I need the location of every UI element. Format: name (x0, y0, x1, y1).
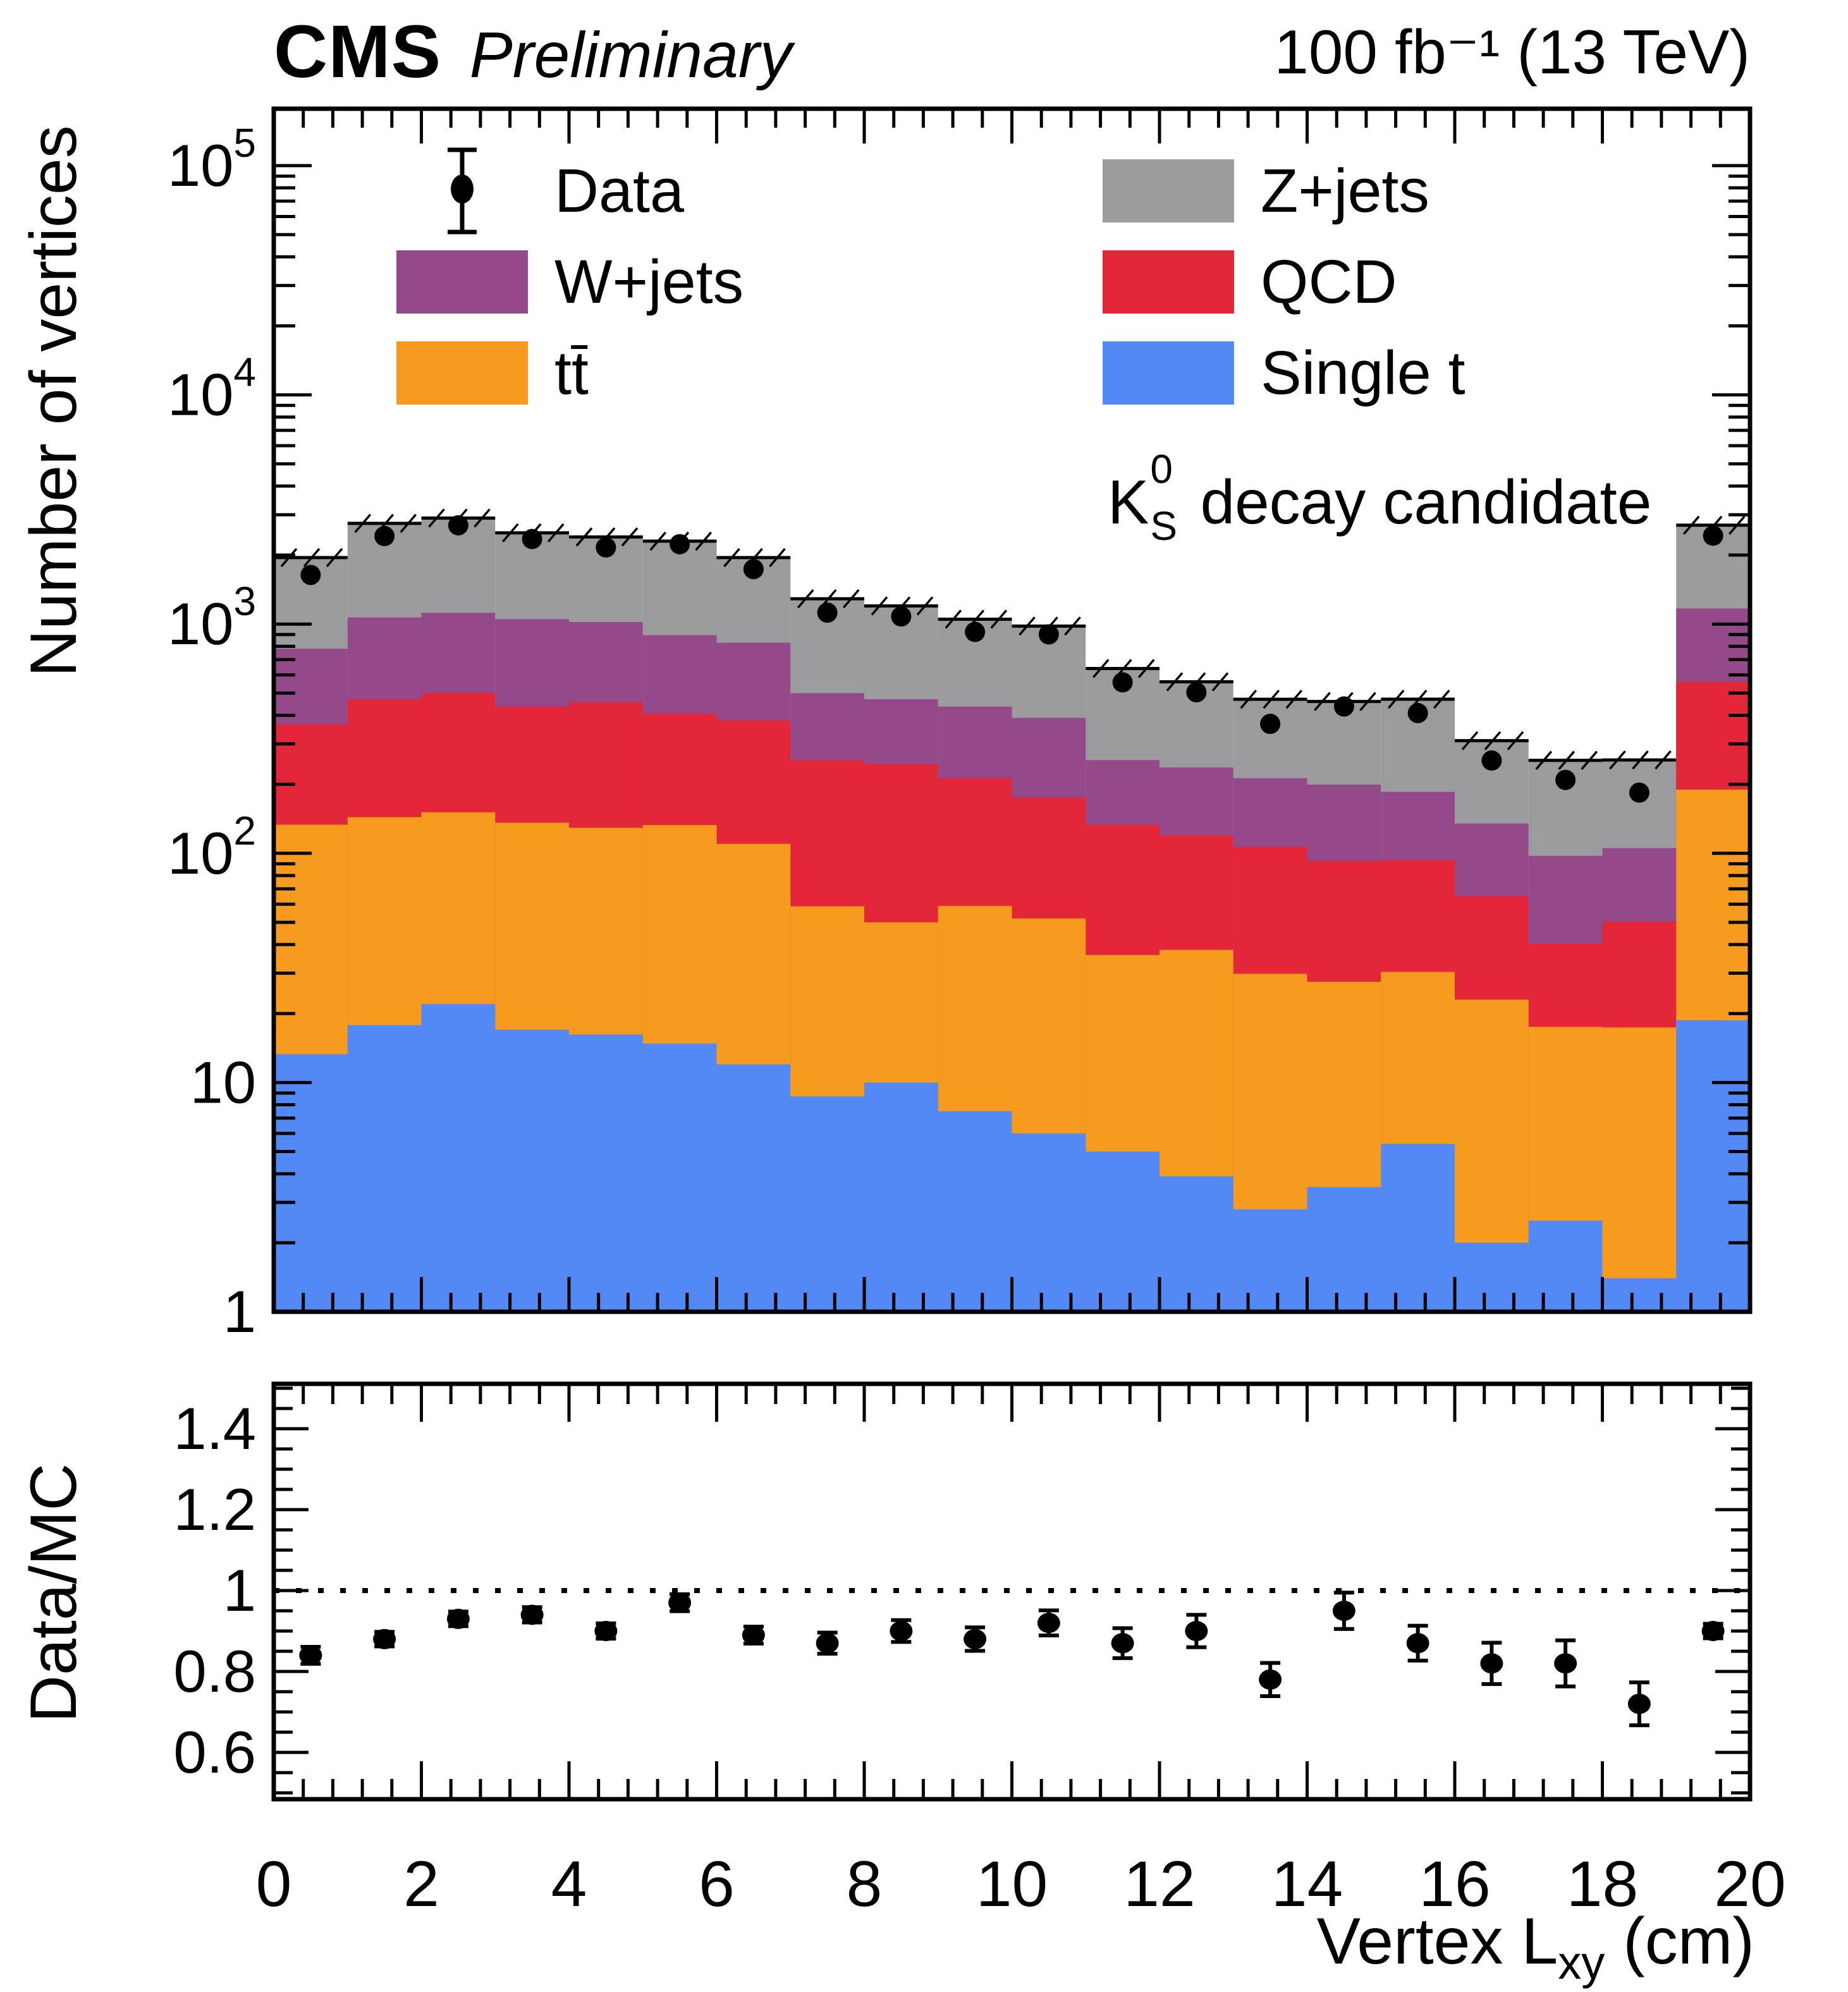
svg-text:0.8: 0.8 (173, 1638, 256, 1704)
x-axis-title-subscript: xy (1558, 1936, 1605, 1989)
svg-text:102: 102 (168, 808, 256, 886)
svg-text:16: 16 (1419, 1848, 1490, 1920)
legend-item-single-t: Single t (1103, 341, 1466, 405)
svg-text:10: 10 (976, 1848, 1048, 1920)
svg-text:104: 104 (168, 350, 256, 428)
svg-text:20: 20 (1714, 1848, 1785, 1920)
x-axis-title-main: Vertex L (1316, 1905, 1558, 1978)
svg-text:0: 0 (256, 1848, 292, 1920)
legend-item-wjets: W+jets (396, 250, 743, 314)
svg-text:1.4: 1.4 (173, 1395, 256, 1462)
experiment-label: CMS (274, 10, 442, 94)
ttbar-color-swatch (396, 341, 528, 405)
svg-text:1: 1 (223, 1557, 256, 1623)
x-axis-title-unit: (cm) (1605, 1905, 1754, 1978)
svg-text:18: 18 (1567, 1848, 1638, 1920)
svg-text:0.6: 0.6 (173, 1719, 256, 1785)
legend-label-ttbar: tt̄ (554, 338, 589, 407)
svg-text:2: 2 (403, 1848, 439, 1920)
data-marker-icon (448, 147, 477, 235)
qcd-color-swatch (1103, 250, 1234, 314)
luminosity-energy-label: 100 fb⁻¹ (13 TeV) (1274, 17, 1750, 87)
svg-text:1.2: 1.2 (173, 1476, 256, 1543)
svg-text:8: 8 (847, 1848, 883, 1920)
svg-text:4: 4 (551, 1848, 587, 1920)
zjets-color-swatch (1103, 159, 1234, 223)
svg-text:105: 105 (168, 120, 256, 199)
svg-text:103: 103 (168, 578, 256, 657)
svg-text:1: 1 (223, 1278, 256, 1345)
stacked-bars (274, 518, 1750, 1312)
svg-text:6: 6 (699, 1848, 735, 1920)
legend-label-zjets: Z+jets (1261, 156, 1429, 225)
legend-label-data: Data (554, 156, 684, 225)
legend-label-qcd: QCD (1261, 247, 1397, 316)
mc-uncertainty-band (274, 508, 1750, 770)
legend-item-data: Data (396, 144, 684, 238)
annotation-text: decay candidate (1183, 467, 1652, 537)
svg-text:10: 10 (190, 1049, 256, 1115)
wjets-color-swatch (396, 250, 528, 314)
legend-label-wjets: W+jets (554, 247, 744, 316)
svg-text:14: 14 (1271, 1848, 1343, 1920)
ratio-y-axis-title: Data/MC (17, 1463, 90, 1723)
main-y-axis-title: Number of vertices (17, 125, 90, 678)
status-label: Preliminary (469, 19, 792, 91)
legend-item-ttbar: tt̄ (396, 341, 589, 405)
ratio-points (299, 1591, 1725, 1728)
x-axis-title: Vertex Lxy (cm) (1316, 1904, 1754, 1989)
plot-header: CMS Preliminary (274, 9, 792, 95)
legend-item-qcd: QCD (1103, 250, 1397, 314)
legend-label-single-t: Single t (1261, 338, 1466, 407)
annotation-k: K (1108, 467, 1149, 537)
data-points (300, 515, 1723, 803)
single-t-color-swatch (1103, 341, 1234, 405)
svg-text:12: 12 (1123, 1848, 1195, 1920)
legend-item-zjets: Z+jets (1103, 159, 1429, 223)
